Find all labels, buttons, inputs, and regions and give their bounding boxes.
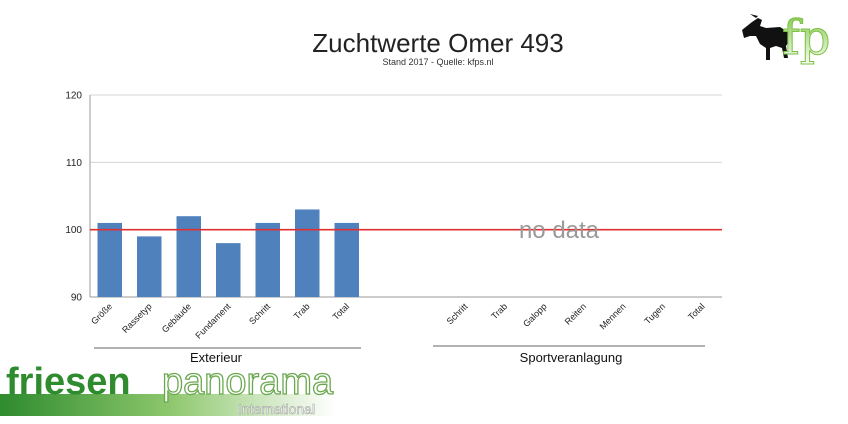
no-data-label: no data bbox=[519, 217, 600, 244]
plot-area: 90 100 110 120 Größe Rassetyp Gebäude Fundament… bbox=[65, 91, 722, 341]
bar bbox=[295, 209, 320, 297]
brand-panorama: panorama bbox=[162, 361, 334, 403]
x-tick-label: Gebäude bbox=[160, 301, 193, 334]
bar bbox=[216, 243, 241, 297]
bar bbox=[334, 222, 359, 297]
x-tick-label: Rassetyp bbox=[120, 301, 154, 335]
x-tick-label: Fundament bbox=[193, 301, 233, 341]
group-label-exterieur: Exterieur bbox=[190, 350, 243, 365]
brand-friesen: friesen bbox=[6, 361, 131, 403]
bar bbox=[255, 222, 280, 297]
y-tick-label: 120 bbox=[65, 91, 82, 102]
y-tick-label: 100 bbox=[65, 225, 82, 236]
horse-icon bbox=[742, 14, 790, 60]
bar bbox=[97, 222, 122, 297]
x-tick-label: Schritt bbox=[445, 301, 470, 326]
chart-title: Zuchtwerte Omer 493 bbox=[312, 28, 563, 58]
logo-letters: fp bbox=[782, 10, 831, 66]
brand-international: International bbox=[238, 401, 315, 417]
y-tick-label: 90 bbox=[71, 293, 83, 304]
x-tick-label: Tugen bbox=[642, 301, 667, 326]
y-tick-label: 110 bbox=[66, 158, 82, 169]
x-tick-label: Trab bbox=[489, 301, 509, 321]
x-tick-label: Größe bbox=[89, 301, 114, 326]
bar bbox=[176, 216, 201, 297]
kfps-logo: fp bbox=[742, 10, 831, 67]
x-tick-label: Schritt bbox=[247, 301, 272, 326]
x-tick-label: Total bbox=[686, 301, 707, 322]
friesenpanorama-logo: friesen panorama International bbox=[0, 360, 335, 417]
x-tick-label: Trab bbox=[292, 301, 312, 321]
group-label-sportveranlagung: Sportveranlagung bbox=[520, 350, 623, 365]
chart-subtitle: Stand 2017 - Quelle: kfps.nl bbox=[382, 57, 493, 67]
x-tick-label: Total bbox=[331, 301, 352, 322]
x-tick-label: Reiten bbox=[563, 301, 588, 326]
x-tick-label: Galopp bbox=[521, 301, 549, 329]
x-tick-label: Mennen bbox=[598, 301, 628, 331]
bar bbox=[137, 236, 162, 297]
brand-bar bbox=[0, 394, 335, 416]
